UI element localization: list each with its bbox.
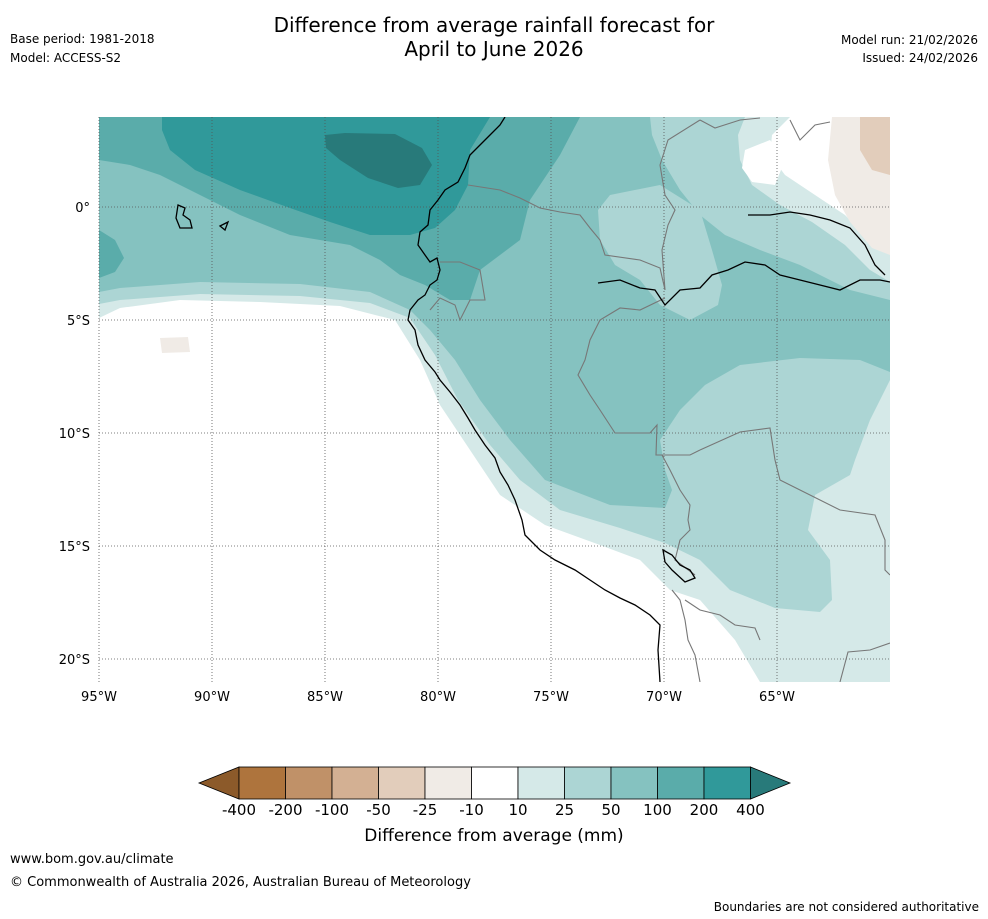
colorbar-tick: 25: [554, 801, 575, 819]
issued-date: Issued: 24/02/2026: [862, 51, 978, 65]
colorbar-bin-200-400: [703, 766, 751, 800]
map-area: [99, 117, 890, 682]
region-400-core: [325, 133, 432, 188]
colorbar-tick: 200: [689, 801, 719, 819]
colorbar-bin-25-50: [564, 766, 612, 800]
page-title: Difference from average rainfall forecas…: [0, 13, 988, 61]
colorbar-bin-50-100: [610, 766, 658, 800]
lon-label-70w: 70°W: [646, 690, 682, 705]
country-borders: [429, 117, 890, 682]
region-neg10-sea-patch: [160, 337, 190, 353]
colorbar-extend-high: [750, 766, 792, 800]
website-link[interactable]: www.bom.gov.au/climate: [10, 852, 174, 867]
colorbar-tick: -50: [366, 801, 391, 819]
title-line-2: April to June 2026: [404, 37, 584, 61]
border-peru-bolivia: [661, 454, 696, 576]
lat-label-5s: 5°S: [67, 314, 90, 329]
lon-label-80w: 80°W: [420, 690, 456, 705]
colorbar-title: Difference from average (mm): [364, 826, 624, 846]
coastline-lake-titicaca: [662, 548, 696, 583]
model-name: Model: ACCESS-S2: [10, 51, 122, 65]
lon-label-75w: 75°W: [533, 690, 569, 705]
lat-label-20s: 20°S: [59, 653, 90, 668]
colorbar-tick: -200: [268, 801, 303, 819]
colorbar-tick: 10: [508, 801, 528, 819]
region-neg25-neg50-corner: [860, 117, 890, 175]
colorbar-tick: -100: [314, 801, 350, 819]
title-line-1: Difference from average rainfall forecas…: [273, 13, 715, 37]
colorbar-bin-10-25: [517, 766, 565, 800]
colorbar-bin-neg25-neg10: [424, 766, 472, 800]
region-100-200-west-patch: [99, 230, 124, 278]
border-bolivia-chile-argentina: [671, 589, 761, 682]
colorbar-tick: 50: [601, 801, 621, 819]
border-colombia-brazil: [659, 119, 701, 291]
coastline-galapagos-isabela: [175, 204, 193, 229]
lon-label-95w: 95°W: [81, 690, 117, 705]
border-ecuador-peru-colombia: [467, 184, 666, 291]
colorbar-bin-100-200: [657, 766, 705, 800]
border-bolivia-brazil: [699, 427, 890, 576]
colorbar-tick: -400: [221, 801, 257, 819]
region-25-50-inner-patch: [598, 185, 722, 320]
colorbar-bin-neg400-neg200: [238, 766, 286, 800]
colorbar-extend-low: [197, 766, 240, 800]
lon-label-65w: 65°W: [759, 690, 795, 705]
lat-label-15s: 15°S: [59, 540, 90, 555]
coastline-pacific: [407, 117, 661, 682]
colorbar: [197, 766, 792, 800]
lon-label-90w: 90°W: [194, 690, 230, 705]
coastline-rio-negro: [748, 211, 886, 276]
coastline-galapagos-santa-cruz: [218, 220, 230, 232]
lat-label-0: 0°: [75, 201, 90, 216]
model-run: Model run: 21/02/2026: [840, 33, 978, 47]
colorbar-tick: -10: [459, 801, 484, 819]
border-ecuador-peru: [429, 261, 486, 322]
colorbar-bin-neg50-neg25: [378, 766, 426, 800]
colorbar-bin-neg200-neg100: [285, 766, 333, 800]
coastlines: [175, 117, 890, 682]
lat-label-10s: 10°S: [59, 427, 90, 442]
colorbar-bin-neg10-10: [471, 766, 519, 800]
base-period: Base period: 1981-2018: [10, 32, 155, 46]
copyright: © Commonwealth of Australia 2026, Austra…: [10, 875, 471, 890]
border-peru-brazil: [577, 297, 701, 456]
region-zero-northeast-small: [742, 140, 785, 185]
colorbar-tick: 100: [643, 801, 672, 819]
disclaimer: Boundaries are not considered authoritat…: [713, 900, 979, 914]
border-paraguay: [839, 642, 890, 682]
border-venezuela: [699, 117, 831, 141]
colorbar-tick: -25: [412, 801, 438, 819]
colorbar-tick: 400: [736, 801, 765, 819]
lon-label-85w: 85°W: [307, 690, 343, 705]
colorbar-bin-neg100-neg50: [331, 766, 379, 800]
coastline-amazon-river: [597, 261, 890, 307]
gridlines: [98, 117, 890, 682]
